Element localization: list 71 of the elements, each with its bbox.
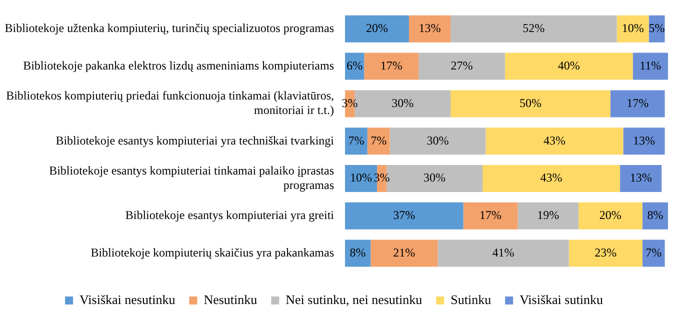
legend-label: Visiškai nesutinku [80, 292, 176, 307]
y-tick-label: Bibliotekoje kompiuterių skaičius yra pakankamas [90, 245, 334, 260]
bar [486, 128, 624, 155]
bar [578, 202, 642, 230]
data-label: 8% [350, 245, 366, 260]
data-label: 17% [626, 96, 649, 110]
data-label: 21% [393, 245, 416, 260]
bar [642, 240, 665, 267]
y-tick-label: Bibliotekoje užtenka kompiuterių, turinčių specializuotos programas [4, 21, 334, 36]
data-label: 11% [640, 58, 662, 72]
legend-label: Nesutinku [204, 292, 258, 307]
data-label: 10% [622, 21, 644, 36]
bar [418, 52, 505, 80]
bar [345, 15, 409, 42]
data-label: 7% [370, 133, 387, 148]
data-label: 52% [522, 21, 545, 36]
bar [370, 240, 438, 267]
data-label: 20% [599, 208, 622, 222]
bar [345, 128, 368, 155]
legend-label: Sutinku [450, 292, 492, 307]
y-tick-label: Bibliotekos kompiuterių priedai funkcionuoja tinkamai (klaviatūros, monitoriai ir t.t.) [6, 88, 334, 118]
bar [568, 240, 642, 267]
bar [364, 52, 419, 80]
bar [463, 202, 518, 230]
bar [623, 128, 665, 155]
bar [482, 164, 620, 192]
data-label: 8% [647, 208, 664, 222]
data-label: 40% [558, 58, 580, 72]
data-label: 23% [594, 245, 617, 260]
data-label: 5% [648, 21, 665, 36]
data-label: 7% [646, 245, 662, 260]
y-tick-label: Bibliotekoje esantys kompiuteriai yra greiti [125, 208, 335, 222]
data-label: 19% [537, 208, 560, 222]
bar [438, 240, 569, 267]
data-label: 17% [380, 58, 402, 72]
data-label: 43% [543, 133, 566, 148]
data-label: 43% [540, 170, 562, 185]
bar [518, 202, 578, 230]
data-label: 20% [366, 21, 388, 36]
bar [345, 202, 464, 230]
bar [450, 90, 610, 118]
y-tick-label: Bibliotekoje pakanka elektros lizdų asmeniniams kompiuteriams [23, 58, 334, 72]
data-label: 37% [393, 208, 416, 222]
legend-label: Nei sutinku, nei nesutinku [286, 292, 423, 307]
data-label: 6% [346, 58, 363, 72]
bar [408, 15, 451, 42]
data-label: 30% [426, 133, 449, 148]
y-tick-label: Bibliotekoje esantys kompiuteriai yra techniškai tvarkingi [56, 133, 335, 148]
data-label: 13% [630, 170, 652, 185]
data-label: 7% [348, 133, 364, 148]
bar [345, 240, 371, 267]
data-label: 27% [450, 58, 473, 72]
data-label: 41% [492, 245, 514, 260]
bar [620, 164, 662, 192]
data-label: 10% [350, 170, 372, 185]
y-tick-label: Bibliotekoje esantys kompiuteriai tinkamai palaiko įprastas programas [49, 163, 334, 192]
data-label: 13% [633, 133, 656, 148]
bar [390, 128, 486, 155]
bar [632, 52, 668, 80]
bar [642, 202, 668, 230]
data-label: 50% [519, 96, 542, 110]
data-label: 13% [418, 21, 441, 36]
legend-label: Visiškai sutinku [520, 292, 604, 307]
bar [450, 15, 617, 42]
data-label: 30% [392, 96, 414, 110]
data-label: 17% [480, 208, 502, 222]
bar [616, 15, 649, 42]
bar [610, 90, 665, 118]
data-label: 30% [424, 170, 446, 185]
bar [504, 52, 633, 80]
bar [367, 128, 390, 155]
